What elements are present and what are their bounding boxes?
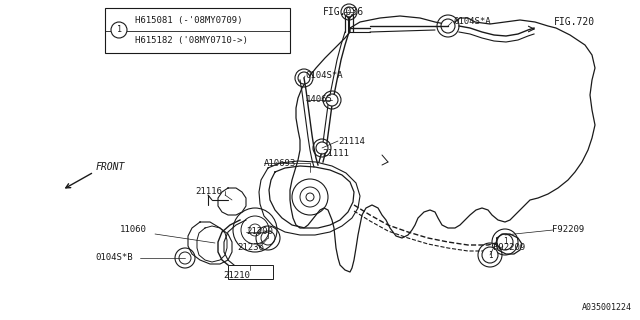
Circle shape xyxy=(316,142,328,154)
Text: 21114: 21114 xyxy=(338,137,365,146)
Text: H615081 (-'08MY0709): H615081 (-'08MY0709) xyxy=(135,15,243,25)
Text: 1: 1 xyxy=(488,251,492,260)
Text: 21210: 21210 xyxy=(223,270,250,279)
Text: 21200: 21200 xyxy=(246,228,273,236)
Text: 21116: 21116 xyxy=(195,187,222,196)
Text: FIG.720: FIG.720 xyxy=(554,17,595,27)
Text: 21111: 21111 xyxy=(322,148,349,157)
Text: 0104S*B: 0104S*B xyxy=(95,253,132,262)
Text: 0104S*A: 0104S*A xyxy=(453,18,491,27)
Text: A10693: A10693 xyxy=(264,158,296,167)
Text: FRONT: FRONT xyxy=(96,162,125,172)
Text: H615182 ('08MY0710->): H615182 ('08MY0710->) xyxy=(135,36,248,45)
Text: 21236: 21236 xyxy=(237,243,264,252)
Bar xyxy=(228,265,273,279)
Circle shape xyxy=(441,19,455,33)
Text: F92209: F92209 xyxy=(493,243,525,252)
Circle shape xyxy=(111,22,127,38)
Circle shape xyxy=(326,94,338,106)
Circle shape xyxy=(482,247,498,263)
Text: 1: 1 xyxy=(502,237,508,246)
Text: FIG.036: FIG.036 xyxy=(323,7,364,17)
Bar xyxy=(105,8,290,53)
Circle shape xyxy=(497,234,513,250)
Text: F92209: F92209 xyxy=(552,226,584,235)
Circle shape xyxy=(298,72,310,84)
Text: 1: 1 xyxy=(116,26,122,35)
Text: 11060: 11060 xyxy=(120,226,147,235)
Circle shape xyxy=(344,7,354,17)
Text: 14065: 14065 xyxy=(306,95,333,105)
Text: 0104S*A: 0104S*A xyxy=(305,71,342,81)
Text: A035001224: A035001224 xyxy=(582,303,632,313)
